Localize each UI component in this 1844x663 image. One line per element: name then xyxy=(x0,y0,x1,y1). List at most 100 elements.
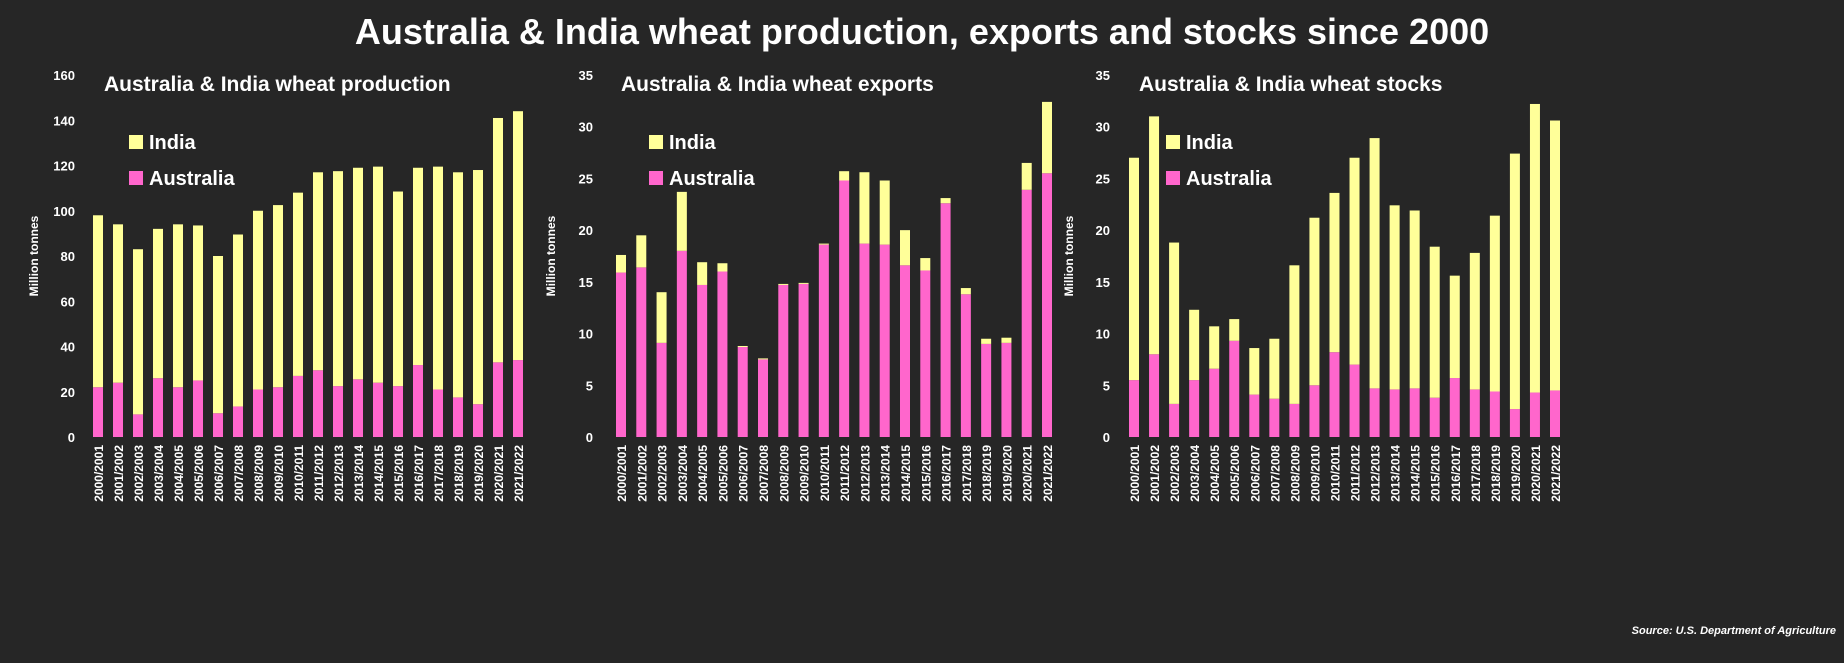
y-axis-label: Million tonnes xyxy=(1062,215,1076,296)
bar-india xyxy=(1389,205,1400,390)
x-tick-label: 2001/2002 xyxy=(1148,445,1162,502)
bar-australia xyxy=(193,380,203,437)
bar-australia xyxy=(1349,364,1360,437)
bar-india xyxy=(193,225,203,381)
bar-australia xyxy=(981,343,992,437)
bar-india xyxy=(697,262,708,285)
y-tick-label: 80 xyxy=(61,249,75,264)
bar-australia xyxy=(113,382,123,437)
x-tick-label: 2005/2006 xyxy=(1228,445,1242,502)
bar-australia xyxy=(393,386,403,437)
bar-india xyxy=(373,166,383,383)
bar-india xyxy=(433,166,443,390)
x-tick-label: 2007/2008 xyxy=(757,445,771,502)
x-tick-label: 2018/2019 xyxy=(452,445,466,502)
legend: India Australia xyxy=(1166,132,1272,190)
bar-australia xyxy=(1209,368,1220,437)
bar-australia xyxy=(676,250,687,437)
bar-india xyxy=(473,170,483,405)
x-tick-label: 2003/2004 xyxy=(676,445,690,502)
x-tick-label: 2014/2015 xyxy=(1409,445,1423,502)
legend-label-india: India xyxy=(669,132,717,154)
x-tick-label: 2014/2015 xyxy=(372,445,386,502)
bar-india xyxy=(798,282,809,284)
legend-swatch-australia xyxy=(1166,171,1180,185)
bar-australia xyxy=(1329,352,1340,437)
x-tick-label: 2014/2015 xyxy=(899,445,913,502)
legend-label-australia: Australia xyxy=(1186,168,1272,190)
x-tick-label: 2002/2003 xyxy=(1168,445,1182,502)
bar-australia xyxy=(1129,380,1139,437)
legend-label-australia: Australia xyxy=(149,168,235,190)
y-tick-label: 60 xyxy=(61,294,75,309)
x-tick-label: 2020/2021 xyxy=(1529,445,1543,502)
bar-india xyxy=(981,338,992,344)
legend-swatch-india xyxy=(1166,135,1180,149)
x-tick-label: 2016/2017 xyxy=(940,445,954,502)
x-tick-label: 2016/2017 xyxy=(412,445,426,502)
y-tick-label: 15 xyxy=(579,275,593,290)
y-tick-label: 0 xyxy=(68,430,75,445)
bar-india xyxy=(1309,217,1320,386)
bar-india xyxy=(1129,157,1139,381)
y-tick-label: 10 xyxy=(579,327,593,342)
chart-0: Australia & India wheat production Millio… xyxy=(27,68,526,502)
bar-india xyxy=(1189,309,1200,381)
y-tick-label: 30 xyxy=(579,120,593,135)
bar-india xyxy=(1249,348,1260,395)
x-tick-label: 2001/2002 xyxy=(635,445,649,502)
y-tick-label: 35 xyxy=(579,68,593,83)
x-tick-label: 2011/2012 xyxy=(1349,445,1363,501)
bar-australia xyxy=(453,397,463,437)
y-tick-label: 15 xyxy=(1096,275,1110,290)
bar-australia xyxy=(273,387,283,437)
bar-india xyxy=(393,191,403,387)
y-axis-label: Million tonnes xyxy=(27,215,41,296)
bar-australia xyxy=(940,203,951,437)
bar-australia xyxy=(1429,397,1440,437)
y-tick-label: 0 xyxy=(586,430,593,445)
source-note: Source: U.S. Department of Agriculture xyxy=(1632,625,1836,637)
x-tick-label: 2019/2020 xyxy=(472,445,486,502)
bar-australia xyxy=(1489,391,1500,437)
bar-australia xyxy=(253,389,263,437)
bar-india xyxy=(1550,120,1560,391)
x-tick-label: 2012/2013 xyxy=(1369,445,1383,502)
x-tick-label: 2010/2011 xyxy=(292,445,306,501)
bar-australia xyxy=(818,244,829,437)
bar-australia xyxy=(859,243,870,437)
bar-india xyxy=(1209,326,1220,369)
bar-australia xyxy=(1409,388,1420,437)
bar-australia xyxy=(293,375,303,437)
y-axis-label: Million tonnes xyxy=(544,215,558,296)
bar-india xyxy=(1529,103,1540,393)
x-tick-label: 2009/2010 xyxy=(1308,445,1322,502)
bar-australia xyxy=(133,414,143,437)
bar-australia xyxy=(616,272,626,437)
bar-india xyxy=(233,234,243,407)
bar-australia xyxy=(1509,409,1520,437)
bar-india xyxy=(1229,319,1240,341)
x-tick-label: 2013/2014 xyxy=(1389,445,1403,502)
bar-australia xyxy=(1529,392,1540,437)
bar-australia xyxy=(879,244,890,437)
bar-india xyxy=(1449,275,1460,379)
x-tick-label: 2007/2008 xyxy=(232,445,246,502)
bar-australia xyxy=(656,342,667,437)
bar-australia xyxy=(413,365,423,437)
bar-australia xyxy=(173,387,183,437)
x-tick-label: 2017/2018 xyxy=(960,445,974,502)
x-tick-label: 2005/2006 xyxy=(192,445,206,502)
x-tick-label: 2017/2018 xyxy=(432,445,446,502)
y-tick-label: 20 xyxy=(61,385,75,400)
x-tick-label: 2008/2009 xyxy=(252,445,266,502)
bar-australia xyxy=(1369,388,1380,437)
bar-australia xyxy=(1469,389,1480,437)
y-tick-label: 35 xyxy=(1096,68,1110,83)
bar-india xyxy=(133,249,143,415)
bar-australia xyxy=(373,382,383,437)
legend-label-india: India xyxy=(1186,132,1234,154)
chart-title: Australia & India wheat stocks xyxy=(1139,73,1442,96)
legend-swatch-india xyxy=(129,135,143,149)
